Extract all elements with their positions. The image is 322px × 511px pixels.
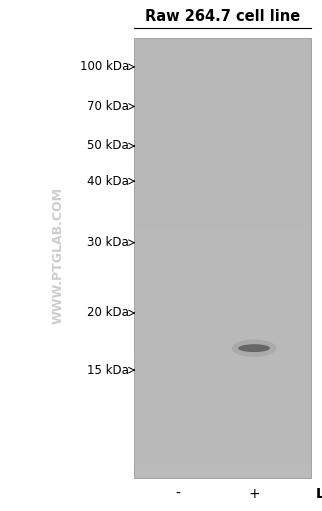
Bar	[134, 229, 311, 243]
Bar	[134, 449, 311, 463]
Text: -: -	[175, 487, 180, 501]
Bar	[134, 155, 311, 170]
Bar	[134, 126, 311, 141]
Bar	[134, 97, 311, 111]
Text: 40 kDa: 40 kDa	[87, 175, 129, 188]
Bar	[134, 390, 311, 405]
Ellipse shape	[232, 339, 276, 357]
Bar	[134, 375, 311, 390]
Bar	[134, 434, 311, 449]
Bar	[134, 258, 311, 273]
Text: 15 kDa: 15 kDa	[87, 364, 129, 377]
Bar	[134, 67, 311, 82]
Bar	[134, 273, 311, 287]
Bar	[134, 170, 311, 185]
Bar	[134, 346, 311, 361]
Bar	[134, 38, 311, 53]
Text: LPS: LPS	[316, 487, 322, 501]
Bar	[134, 53, 311, 67]
Bar	[134, 463, 311, 478]
Ellipse shape	[247, 346, 261, 350]
Text: 100 kDa: 100 kDa	[80, 60, 129, 74]
Bar	[134, 243, 311, 258]
Text: 20 kDa: 20 kDa	[87, 307, 129, 319]
Bar	[134, 405, 311, 419]
Bar	[134, 331, 311, 346]
Bar	[134, 185, 311, 199]
Bar	[134, 419, 311, 434]
Bar	[134, 287, 311, 302]
Text: WWW.PTGLAB.COM: WWW.PTGLAB.COM	[52, 187, 64, 324]
Ellipse shape	[238, 344, 270, 352]
Bar	[134, 302, 311, 317]
Text: 70 kDa: 70 kDa	[87, 100, 129, 113]
Bar	[134, 38, 311, 478]
Bar	[134, 199, 311, 214]
Text: Raw 264.7 cell line: Raw 264.7 cell line	[145, 9, 300, 24]
Bar	[134, 111, 311, 126]
Text: 30 kDa: 30 kDa	[87, 236, 129, 249]
Bar	[134, 82, 311, 97]
Bar	[134, 317, 311, 331]
Bar	[134, 141, 311, 155]
Bar	[134, 214, 311, 229]
Text: 50 kDa: 50 kDa	[87, 140, 129, 152]
Bar	[134, 361, 311, 375]
Text: +: +	[248, 487, 260, 501]
